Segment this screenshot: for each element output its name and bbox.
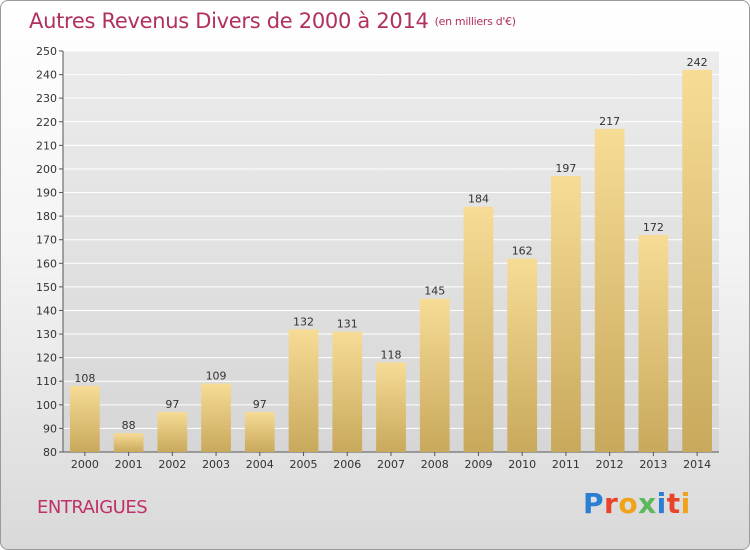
bar-value-label: 109 xyxy=(206,370,227,383)
place-name: ENTRAIGUES xyxy=(37,497,148,518)
y-tick-label: 170 xyxy=(36,234,57,247)
bar-value-label: 97 xyxy=(253,398,267,411)
bar xyxy=(69,385,100,452)
y-tick-label: 110 xyxy=(36,375,57,388)
y-tick-label: 190 xyxy=(36,187,57,200)
bar xyxy=(682,69,713,452)
y-tick-label: 150 xyxy=(36,281,57,294)
bar-value-label: 217 xyxy=(599,115,620,128)
bar-value-label: 97 xyxy=(165,398,179,411)
bar xyxy=(638,234,669,452)
y-tick-label: 120 xyxy=(36,352,57,365)
bar xyxy=(244,411,275,452)
unit-note: (en milliers d'€) xyxy=(434,15,516,28)
bar xyxy=(113,433,144,452)
y-tick-label: 180 xyxy=(36,210,57,223)
y-tick-label: 240 xyxy=(36,69,57,82)
x-tick-label: 2010 xyxy=(508,458,536,471)
logo-letter: r xyxy=(604,487,619,520)
bar xyxy=(332,331,363,452)
y-tick-label: 140 xyxy=(36,304,57,317)
y-tick-label: 80 xyxy=(43,446,57,459)
y-tick-label: 250 xyxy=(36,45,57,58)
bar-value-label: 131 xyxy=(337,318,358,331)
logo-letter: P xyxy=(583,487,605,520)
y-tick-label: 200 xyxy=(36,163,57,176)
y-tick-label: 90 xyxy=(43,422,57,435)
x-tick-label: 2006 xyxy=(333,458,361,471)
x-tick-label: 2008 xyxy=(421,458,449,471)
logo-letter: x xyxy=(638,487,657,520)
bar-value-label: 197 xyxy=(555,162,576,175)
logo-letter: i xyxy=(680,487,691,520)
x-tick-label: 2005 xyxy=(290,458,318,471)
x-tick-label: 2000 xyxy=(71,458,99,471)
bar-value-label: 118 xyxy=(381,348,402,361)
bar-value-label: 132 xyxy=(293,315,314,328)
logo-letter: t xyxy=(666,487,681,520)
y-tick-label: 100 xyxy=(36,399,57,412)
logo-letter: i xyxy=(656,487,667,520)
x-tick-label: 2011 xyxy=(552,458,580,471)
proxiti-logo[interactable]: Proxiti xyxy=(583,487,691,520)
x-tick-label: 2012 xyxy=(596,458,624,471)
x-tick-label: 2001 xyxy=(115,458,143,471)
bar xyxy=(594,128,625,452)
bar xyxy=(288,329,319,452)
bar xyxy=(551,176,581,453)
x-tick-label: 2009 xyxy=(464,458,492,471)
bar xyxy=(201,383,231,452)
bar xyxy=(157,411,188,452)
bar xyxy=(463,206,494,452)
x-tick-label: 2007 xyxy=(377,458,405,471)
x-tick-label: 2013 xyxy=(639,458,667,471)
y-tick-label: 210 xyxy=(36,139,57,152)
bar-value-label: 88 xyxy=(122,419,136,432)
x-tick-label: 2003 xyxy=(202,458,230,471)
bar-value-label: 184 xyxy=(468,193,489,206)
bar xyxy=(419,298,450,452)
x-tick-label: 2002 xyxy=(158,458,186,471)
bar-value-label: 145 xyxy=(424,285,445,298)
x-tick-label: 2014 xyxy=(683,458,711,471)
y-tick-label: 160 xyxy=(36,257,57,270)
bar-value-label: 162 xyxy=(512,245,533,258)
y-tick-label: 130 xyxy=(36,328,57,341)
y-tick-label: 220 xyxy=(36,116,57,129)
bar-value-label: 108 xyxy=(74,372,95,385)
x-tick-label: 2004 xyxy=(246,458,274,471)
chart-title: Autres Revenus Divers de 2000 à 2014 (en … xyxy=(29,9,516,33)
bar-value-label: 172 xyxy=(643,221,664,234)
bar-value-label: 242 xyxy=(687,56,708,69)
y-tick-label: 230 xyxy=(36,92,57,105)
bar xyxy=(507,258,538,452)
logo-letter: o xyxy=(618,487,639,520)
bar xyxy=(376,362,406,452)
